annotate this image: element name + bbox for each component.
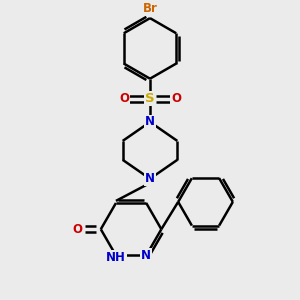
Text: N: N (141, 249, 151, 262)
Text: S: S (145, 92, 155, 105)
Text: O: O (73, 223, 83, 236)
Text: N: N (145, 116, 155, 128)
Text: NH: NH (106, 251, 126, 264)
Text: O: O (119, 92, 129, 105)
Text: O: O (171, 92, 181, 105)
Text: N: N (145, 172, 155, 185)
Text: Br: Br (142, 2, 158, 15)
